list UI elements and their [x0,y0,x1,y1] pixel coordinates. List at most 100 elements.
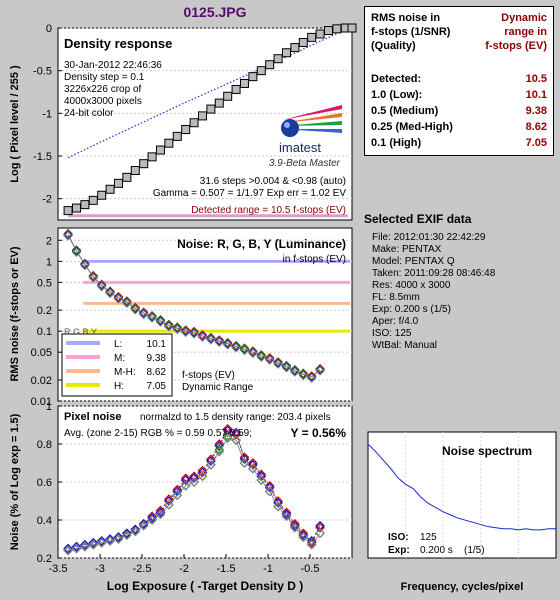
spectrum-panel [367,431,557,559]
density-info-line: 4000x3000 pixels [64,96,142,107]
pixel-noise-marker [138,520,149,531]
pixel-noise-marker [189,471,199,482]
pixel-noise-tick-label: 0.4 [37,515,52,527]
noise-marker [113,291,124,302]
x-tick-label: -2.5 [133,563,152,575]
density-step-marker [273,54,283,64]
density-step-marker [122,172,132,182]
noise-marker [256,351,266,362]
noise-marker [130,302,140,313]
noise-marker [306,373,317,383]
noise-marker [138,307,149,317]
noise-line [67,234,321,378]
pixel-noise-marker [290,522,300,533]
density-step-marker [80,200,90,210]
pixel-noise-marker [155,509,166,520]
noise-marker [298,368,308,378]
density-fit-line [67,30,344,159]
noise-marker [197,330,208,340]
noise-plot: 2 1 0.5 0.2 0.1 0.05 0.02 0.01 [31,228,352,408]
x-tick-label: -3 [95,563,105,575]
density-step-marker [239,78,249,88]
noise-marker [105,287,115,297]
noise-marker [290,367,300,377]
noise-marker [214,336,224,347]
noise-marker [273,358,283,369]
density-step-marker [281,48,291,58]
x-tick-label: -2 [179,563,189,575]
pixel-noise-marker [214,444,225,455]
noise-heading: Noise: R, G, B, Y (Luminance) [177,237,346,251]
exif-row: Make: PENTAX [372,244,442,255]
noise-marker [298,369,308,379]
detected-range: Detected range = 10.5 f-stops (EV) [191,205,346,216]
legend-key: M: [114,353,125,364]
noise-marker [88,271,98,282]
noise-marker [180,326,191,337]
noise-marker [197,331,208,342]
noise-marker [231,341,241,351]
pixel-noise-normalized: normalzd to 1.5 density range: 203.4 pix… [140,412,331,423]
legend-note: Dynamic Range [182,382,254,393]
x-tick-label: -1.5 [217,563,236,575]
pixel-noise-marker [164,499,174,510]
noise-marker [231,343,241,353]
noise-sub: in f-stops (EV) [283,254,346,265]
pixel-noise-tick-label: 0.8 [37,439,52,451]
density-step-marker [139,159,149,169]
noise-marker [290,366,300,376]
pixel-noise-marker [222,433,233,444]
noise-marker [96,279,107,290]
rms-row: 1.0 (Low): 10.1 [371,89,547,101]
pixel-noise-marker [306,539,317,550]
density-step-marker [71,203,81,213]
noise-marker [248,347,258,357]
density-step-marker [223,91,233,101]
dr-header-line: range in [504,26,547,38]
noise-marker [273,359,283,369]
pixel-noise-marker [130,524,141,535]
density-tick-label: 0 [46,23,52,35]
pixel-noise-tick-label: 0.6 [37,477,52,489]
noise-marker [256,350,266,360]
density-info-line: 24-bit color [64,108,114,119]
pixel-noise-marker [96,537,107,548]
density-step-marker [248,72,258,82]
pixel-noise-marker [172,484,183,495]
exif-heading: Selected EXIF data [364,212,472,226]
noise-marker [122,297,132,307]
pixel-noise-marker [63,545,73,556]
noise-marker [71,247,82,258]
exif-row: Aper: f/4.0 [372,316,419,327]
noise-marker [113,294,124,304]
density-step-marker [290,43,300,53]
noise-marker [239,344,250,354]
noise-marker [264,353,275,363]
exposure-xlabel: Log Exposure ( -Target Density D ) [107,579,303,593]
noise-marker [306,371,317,382]
noise-marker [222,337,233,348]
noise-marker [306,372,317,383]
noise-marker [164,320,174,330]
density-tick-label: -1 [42,108,52,120]
noise-marker [214,337,224,348]
spectrum-iso-label: ISO: [388,532,409,543]
noise-legend: L: M: M-H: H: 10.1 9.38 8.62 7.05 f-stop… [61,333,254,397]
spectrum-xlabel: Frequency, cycles/pixel [401,581,524,593]
noise-marker [206,333,216,344]
noise-marker [290,365,300,376]
noise-marker [130,303,140,313]
pixel-noise-marker [197,471,208,482]
noise-marker [164,322,174,332]
density-step-marker [347,23,357,33]
density-step-marker [147,152,157,162]
noise-marker [298,370,308,381]
noise-ylabel: RMS noise (f-stops or EV) [9,246,21,381]
density-step-marker [130,166,140,176]
noise-marker [189,327,199,338]
pixel-noise-marker [88,539,99,550]
pixel-noise-marker [96,536,107,546]
legend-value: 7.05 [147,381,167,392]
noise-marker [155,315,166,326]
